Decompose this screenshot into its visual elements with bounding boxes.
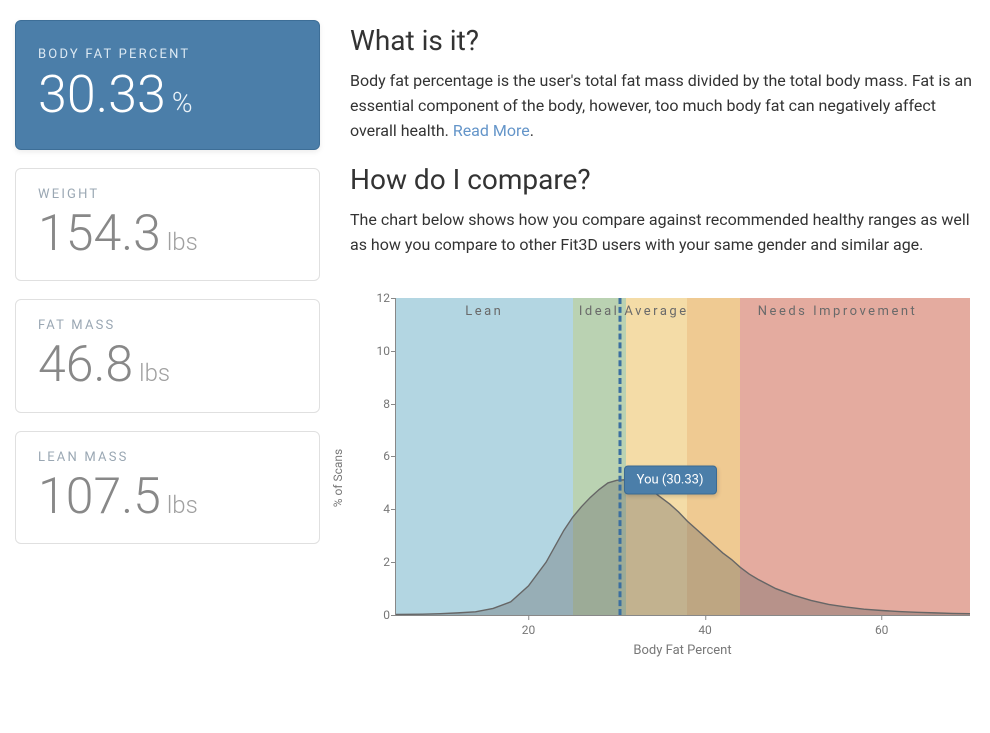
card-unit: lbs bbox=[167, 491, 198, 519]
card-value-row: 30.33 % bbox=[38, 68, 297, 123]
distribution-curve bbox=[396, 298, 970, 615]
plot-area: LeanIdealAverageNeeds Improvement0246810… bbox=[395, 298, 970, 616]
section-title-how-compare: How do I compare? bbox=[350, 163, 975, 196]
y-tick: 2 bbox=[366, 555, 390, 569]
card-weight[interactable]: WEIGHT 154.3 lbs bbox=[15, 168, 320, 282]
card-unit: lbs bbox=[167, 228, 198, 256]
x-tick: 60 bbox=[875, 623, 889, 637]
comparison-chart: % of Scans LeanIdealAverageNeeds Improve… bbox=[350, 298, 970, 658]
card-unit: % bbox=[172, 86, 193, 119]
card-value-row: 107.5 lbs bbox=[38, 471, 297, 524]
card-label: WEIGHT bbox=[38, 187, 297, 202]
card-value: 46.8 bbox=[38, 339, 133, 392]
you-marker-badge: You (30.33) bbox=[624, 466, 717, 495]
card-lean-mass[interactable]: LEAN MASS 107.5 lbs bbox=[15, 431, 320, 545]
card-unit: lbs bbox=[139, 359, 170, 387]
you-marker-line bbox=[618, 298, 621, 615]
x-tick: 40 bbox=[698, 623, 712, 637]
body-text-tail: . bbox=[530, 121, 534, 140]
y-axis-label: % of Scans bbox=[331, 449, 345, 508]
card-value: 154.3 bbox=[38, 208, 161, 261]
section-body-what-is-it: Body fat percentage is the user's total … bbox=[350, 69, 975, 143]
card-value-row: 154.3 lbs bbox=[38, 208, 297, 261]
body-text: Body fat percentage is the user's total … bbox=[350, 71, 972, 140]
card-label: BODY FAT PERCENT bbox=[38, 47, 297, 62]
card-value: 30.33 bbox=[38, 68, 166, 123]
section-title-what-is-it: What is it? bbox=[350, 24, 975, 57]
y-tick: 12 bbox=[366, 291, 390, 305]
card-value: 107.5 bbox=[38, 471, 161, 524]
y-tick: 8 bbox=[366, 397, 390, 411]
x-tick: 20 bbox=[522, 623, 536, 637]
card-value-row: 46.8 lbs bbox=[38, 339, 297, 392]
card-body-fat-percent[interactable]: BODY FAT PERCENT 30.33 % bbox=[15, 20, 320, 150]
y-tick: 10 bbox=[366, 344, 390, 358]
card-label: LEAN MASS bbox=[38, 450, 297, 465]
metrics-sidebar: BODY FAT PERCENT 30.33 % WEIGHT 154.3 lb… bbox=[15, 20, 320, 718]
card-label: FAT MASS bbox=[38, 318, 297, 333]
section-body-how-compare: The chart below shows how you compare ag… bbox=[350, 208, 975, 258]
x-axis-label: Body Fat Percent bbox=[395, 643, 970, 658]
card-fat-mass[interactable]: FAT MASS 46.8 lbs bbox=[15, 299, 320, 413]
main-content: What is it? Body fat percentage is the u… bbox=[320, 20, 975, 718]
read-more-link[interactable]: Read More bbox=[453, 121, 530, 140]
y-tick: 0 bbox=[366, 608, 390, 622]
y-tick: 4 bbox=[366, 502, 390, 516]
y-tick: 6 bbox=[366, 449, 390, 463]
